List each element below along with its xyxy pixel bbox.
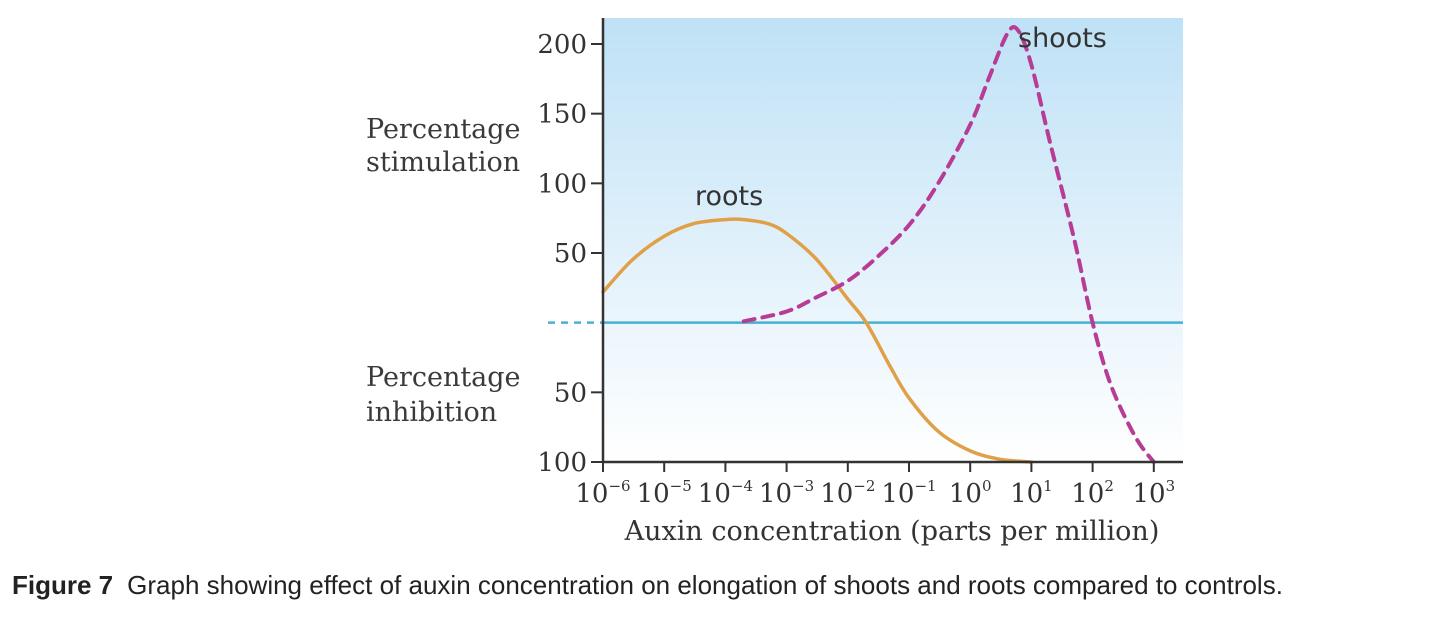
axes-group bbox=[601, 18, 1183, 464]
y-ticks: 200 150 100 50 50 100 bbox=[537, 30, 603, 478]
y-tick-label: 150 bbox=[537, 100, 587, 130]
y-tick-label: 200 bbox=[537, 30, 587, 60]
series-label-roots: roots bbox=[695, 181, 763, 212]
y-label-upper-line2: stimulation bbox=[366, 147, 520, 178]
x-tick-label: 10−5 bbox=[637, 477, 692, 509]
x-tick-label: 10−4 bbox=[698, 477, 753, 509]
figure-number: Figure 7 bbox=[12, 570, 114, 600]
x-tick-label: 10−2 bbox=[820, 477, 875, 509]
x-tick-label: 10−6 bbox=[575, 477, 630, 509]
x-ticks: 10−6 10−5 10−4 10−3 10−2 10−1 100 101 102 103 bbox=[575, 462, 1175, 509]
y-tick-label: 50 bbox=[554, 239, 587, 269]
x-tick-label: 100 bbox=[949, 477, 992, 509]
y-label-lower-line1: Percentage bbox=[366, 362, 521, 393]
series-label-shoots: shoots bbox=[1018, 23, 1107, 54]
x-tick-label: 102 bbox=[1071, 477, 1114, 509]
x-axis-label: Auxin concentration (parts per million) bbox=[624, 516, 1160, 547]
x-tick-label: 103 bbox=[1132, 477, 1175, 509]
caption-text: Graph showing effect of auxin concentrat… bbox=[127, 570, 1283, 600]
y-label-upper-line1: Percentage bbox=[366, 114, 521, 145]
figure-caption: Figure 7 Graph showing effect of auxin co… bbox=[12, 570, 1283, 601]
x-tick-label: 10−3 bbox=[759, 477, 814, 509]
x-tick-label: 101 bbox=[1010, 477, 1053, 509]
y-tick-label: 100 bbox=[537, 169, 587, 199]
series-line-shoots bbox=[741, 25, 1156, 464]
y-label-lower-line2: inhibition bbox=[366, 397, 497, 428]
series-line-roots bbox=[601, 217, 1034, 464]
y-tick-label: 100 bbox=[537, 448, 587, 478]
x-tick-label: 10−1 bbox=[881, 477, 936, 509]
series-group bbox=[601, 25, 1156, 464]
y-tick-label: 50 bbox=[554, 378, 587, 408]
